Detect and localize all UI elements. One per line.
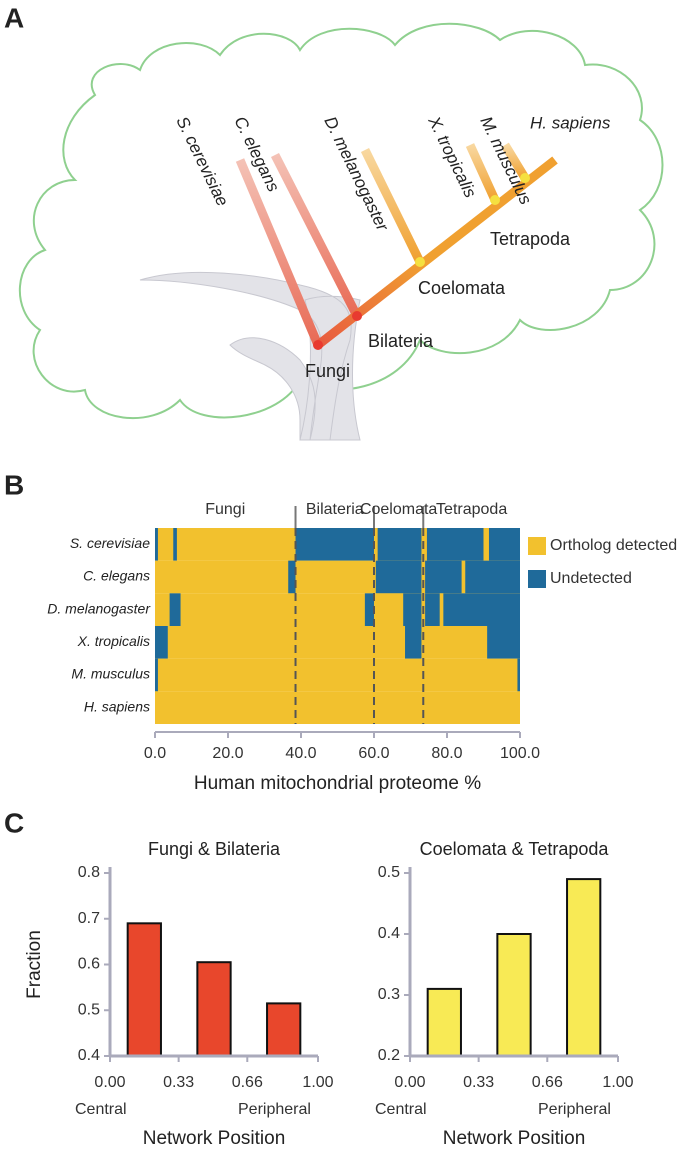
clade-label: Bilateria — [368, 331, 434, 351]
x-tick-label: 1.00 — [302, 1074, 333, 1091]
x-tick-label: 0.00 — [94, 1074, 125, 1091]
row-background — [155, 658, 520, 692]
y-tick-label: 0.3 — [378, 986, 400, 1003]
region-label: Bilateria — [306, 501, 364, 518]
y-tick-label: 0.4 — [78, 1047, 100, 1064]
row-label: C. elegans — [83, 568, 150, 584]
x-tick-label: 20.0 — [212, 745, 243, 762]
x-tick-label: 0.33 — [463, 1074, 494, 1091]
region-label: Fungi — [205, 501, 245, 518]
bar — [496, 933, 532, 1057]
undetected-cell — [443, 593, 520, 626]
y-tick-label: 0.2 — [378, 1047, 400, 1064]
row-label: S. cerevisiae — [70, 535, 150, 551]
branch — [360, 148, 425, 264]
x-axis-title: Human mitochondrial proteome % — [194, 773, 481, 794]
x-tick-label: 80.0 — [431, 745, 462, 762]
x-end-label: Peripheral — [538, 1101, 611, 1118]
x-tick-label: 60.0 — [358, 745, 389, 762]
undetected-cell — [295, 528, 374, 561]
region-label: Coelomata — [360, 501, 437, 518]
y-tick-label: 0.5 — [378, 864, 400, 881]
branch — [235, 158, 323, 347]
x-tick-label: 0.66 — [532, 1074, 563, 1091]
y-tick-label: 0.5 — [78, 1001, 100, 1018]
undetected-cell — [405, 626, 422, 659]
panel-label: A — [4, 2, 24, 33]
bar — [566, 878, 602, 1057]
clade-label: Coelomata — [418, 278, 506, 298]
species-label: S. cerevisiae — [172, 113, 232, 209]
clade-label: Tetrapoda — [490, 229, 571, 249]
row-background — [155, 691, 520, 724]
y-tick-label: 0.6 — [78, 956, 100, 973]
region-label: Tetrapoda — [436, 501, 507, 518]
undetected-cell — [487, 626, 520, 659]
node — [520, 173, 530, 183]
x-end-label: Central — [75, 1101, 127, 1118]
x-tick-label: 0.00 — [394, 1074, 425, 1091]
x-axis-title: Network Position — [443, 1128, 586, 1149]
tree-trunk — [139, 271, 361, 441]
undetected-cell — [155, 528, 158, 561]
undetected-cell — [155, 658, 158, 692]
branch — [465, 143, 500, 202]
y-axis-title: Fraction — [24, 930, 45, 999]
legend-swatch — [528, 537, 546, 555]
row-label: H. sapiens — [84, 698, 150, 714]
y-tick-label: 0.7 — [78, 910, 100, 927]
branch — [270, 152, 362, 319]
chart-title: Coelomata & Tetrapoda — [420, 839, 610, 859]
node — [313, 340, 323, 350]
bar — [196, 961, 232, 1058]
panel-label: C — [4, 807, 24, 838]
x-tick-label: 0.66 — [232, 1074, 263, 1091]
x-end-label: Central — [375, 1101, 427, 1118]
y-tick-label: 0.8 — [78, 864, 100, 881]
undetected-cell — [375, 560, 422, 594]
undetected-cell — [465, 560, 520, 594]
undetected-cell — [364, 593, 374, 626]
legend-label: Undetected — [550, 570, 632, 587]
undetected-cell — [169, 593, 181, 626]
clade-label: Fungi — [305, 361, 350, 381]
undetected-cell — [173, 528, 177, 561]
row-label: X. tropicalis — [77, 633, 150, 649]
row-label: M. musculus — [71, 666, 150, 682]
undetected-cell — [425, 560, 462, 594]
undetected-cell — [517, 658, 520, 692]
x-axis-title: Network Position — [143, 1128, 286, 1149]
x-tick-label: 0.0 — [144, 745, 166, 762]
undetected-cell — [426, 528, 484, 561]
undetected-cell — [288, 560, 296, 594]
x-tick-label: 40.0 — [285, 745, 316, 762]
undetected-cell — [403, 593, 422, 626]
x-tick-label: 0.33 — [163, 1074, 194, 1091]
x-tick-label: 1.00 — [602, 1074, 633, 1091]
bar — [126, 922, 162, 1058]
legend-swatch — [528, 570, 546, 588]
y-tick-label: 0.4 — [378, 925, 400, 942]
panel-label: B — [4, 469, 24, 500]
undetected-cell — [377, 528, 422, 561]
x-tick-label: 100.0 — [500, 745, 540, 762]
species-label: C. elegans — [230, 113, 283, 195]
undetected-cell — [488, 528, 520, 561]
node — [415, 257, 425, 267]
bar — [426, 987, 462, 1058]
cloud-outline — [18, 22, 664, 420]
row-background — [155, 626, 520, 659]
species-label: H. sapiens — [530, 113, 611, 132]
node — [352, 311, 362, 321]
row-label: D. melanogaster — [47, 600, 151, 616]
chart-title: Fungi & Bilateria — [148, 839, 281, 859]
legend-label: Ortholog detected — [550, 537, 677, 554]
undetected-cell — [155, 626, 168, 659]
undetected-cell — [425, 593, 440, 626]
branch — [501, 142, 529, 181]
bar — [266, 1002, 302, 1058]
node — [490, 195, 500, 205]
x-end-label: Peripheral — [238, 1101, 311, 1118]
